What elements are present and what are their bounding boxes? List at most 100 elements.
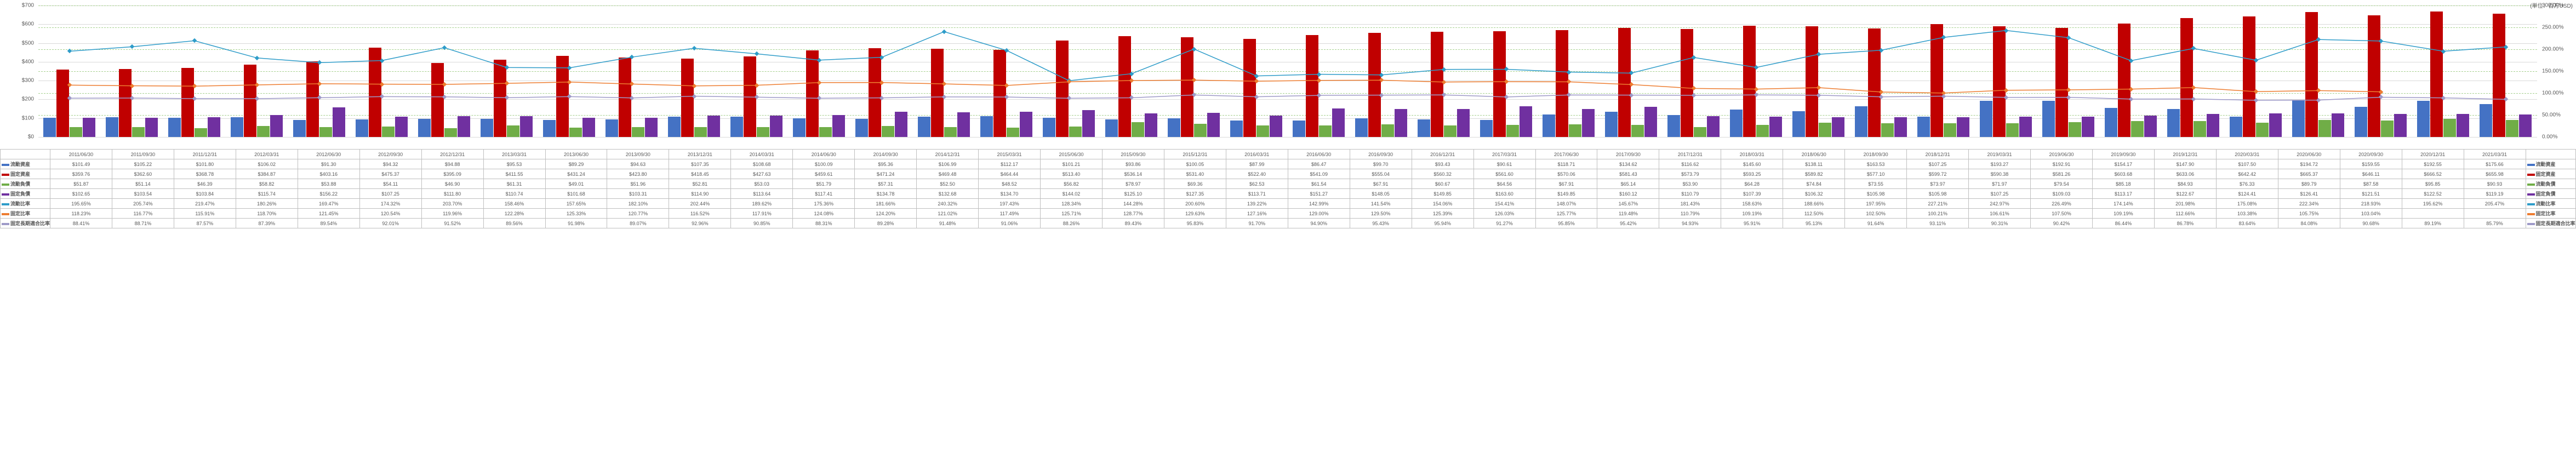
cell: 240.32% [917,199,979,209]
cell: 112.66% [2154,209,2216,219]
y-left-tick: $500 [1,40,34,46]
cell: $91.30 [298,159,359,169]
data-table: 2011/06/302011/09/302011/12/312012/03/31… [0,149,2576,228]
cell: 139.22% [1226,199,1288,209]
cell: $94.88 [421,159,483,169]
cell: 121.45% [298,209,359,219]
cell: $95.85 [2402,179,2464,189]
cell: 174.14% [2092,199,2154,209]
cell: $121.51 [2340,189,2402,199]
row-header-current_liab: 流動負債 [1,179,50,189]
cell: $593.25 [1721,169,1783,179]
cell: 157.65% [545,199,607,209]
y-left-tick: $700 [1,3,34,9]
table-date-header: 2020/03/31 [2216,150,2278,159]
cell: $67.91 [1350,179,1412,189]
row-header-right-fixed_assets: 固定資産 [2526,169,2575,179]
cell: 125.71% [1041,209,1103,219]
cell: $117.41 [793,189,855,199]
table-date-header: 2012/12/31 [421,150,483,159]
table-row: 固定資産$359.76$362.60$368.78$384.87$403.16$… [1,169,2576,179]
cell: $384.87 [236,169,298,179]
cell: 90.85% [731,219,793,228]
cell: 89.07% [607,219,669,228]
cell: $100.09 [793,159,855,169]
cell: 92.01% [359,219,421,228]
cell: $122.67 [2154,189,2216,199]
cell: 107.50% [2031,209,2093,219]
table-date-header: 2018/06/30 [1783,150,1845,159]
cell: 175.36% [793,199,855,209]
cell: 100.21% [1907,209,1969,219]
cell: 158.63% [1721,199,1783,209]
cell: 174.32% [359,199,421,209]
cell: $105.98 [1907,189,1969,199]
cell: 200.60% [1164,199,1226,209]
cell: $159.55 [2340,159,2402,169]
cell: $78.97 [1102,179,1164,189]
y-right-tick: 100.00% [2542,90,2575,96]
row-header-current_ratio: 流動比率 [1,199,50,209]
table-date-header: 2014/06/30 [793,150,855,159]
cell: 154.06% [1412,199,1473,209]
cell: $99.70 [1350,159,1412,169]
cell: $54.11 [359,179,421,189]
cell: $60.67 [1412,179,1473,189]
cell: $148.05 [1350,189,1412,199]
table-date-header: 2013/03/31 [483,150,545,159]
cell: $536.14 [1102,169,1164,179]
table-date-header: 2016/09/30 [1350,150,1412,159]
cell: $49.01 [545,179,607,189]
table-date-header: 2011/06/30 [50,150,112,159]
cell: $513.40 [1041,169,1103,179]
table-date-header: 2013/06/30 [545,150,607,159]
y-left-tick: $0 [1,134,34,140]
cell: $52.50 [917,179,979,189]
cell: 218.93% [2340,199,2402,209]
cell: 89.43% [1102,219,1164,228]
cell: $154.17 [2092,159,2154,169]
y-right-tick: 0.00% [2542,134,2575,140]
cell: $134.62 [1597,159,1659,169]
cell: 175.08% [2216,199,2278,209]
cell: $138.11 [1783,159,1845,169]
cell: 129.50% [1350,209,1412,219]
cell: 205.74% [112,199,174,209]
cell: $48.52 [979,179,1041,189]
chart-container: $0$100$200$300$400$500$600$700 0.00%50.0… [0,0,2576,470]
cell: $194.72 [2278,159,2340,169]
table-date-header: 2017/09/30 [1597,150,1659,159]
cell: 127.16% [1226,209,1288,219]
cell: $51.96 [607,179,669,189]
cell: 88.71% [112,219,174,228]
cell: 119.96% [421,209,483,219]
cell: $95.36 [855,159,917,169]
cell: 105.75% [2278,209,2340,219]
y-right-tick: 150.00% [2542,68,2575,74]
cell: 181.43% [1659,199,1721,209]
cell: $119.19 [2464,189,2526,199]
cell: 205.47% [2464,199,2526,209]
table-date-header: 2014/03/31 [731,150,793,159]
row-header-current_assets: 流動資産 [1,159,50,169]
cell: 89.19% [2402,219,2464,228]
y-left-tick: $100 [1,115,34,121]
table-date-header: 2017/03/31 [1473,150,1535,159]
y-right-tick: 200.00% [2542,47,2575,53]
cell: 109.19% [2092,209,2154,219]
cell: $52.81 [669,179,731,189]
y-right-tick: 50.00% [2542,112,2575,118]
cell: $633.06 [2154,169,2216,179]
row-header-right-current_ratio: 流動比率 [2526,199,2575,209]
cell: 88.31% [793,219,855,228]
cell: $403.16 [298,169,359,179]
cell: $115.74 [236,189,298,199]
cell: $61.31 [483,179,545,189]
cell: $118.71 [1535,159,1597,169]
cell: $113.17 [2092,189,2154,199]
cell: 125.77% [1535,209,1597,219]
cell: 117.91% [731,209,793,219]
table-date-header: 2020/12/31 [2402,150,2464,159]
cell: $469.48 [917,169,979,179]
cell: 202.44% [669,199,731,209]
